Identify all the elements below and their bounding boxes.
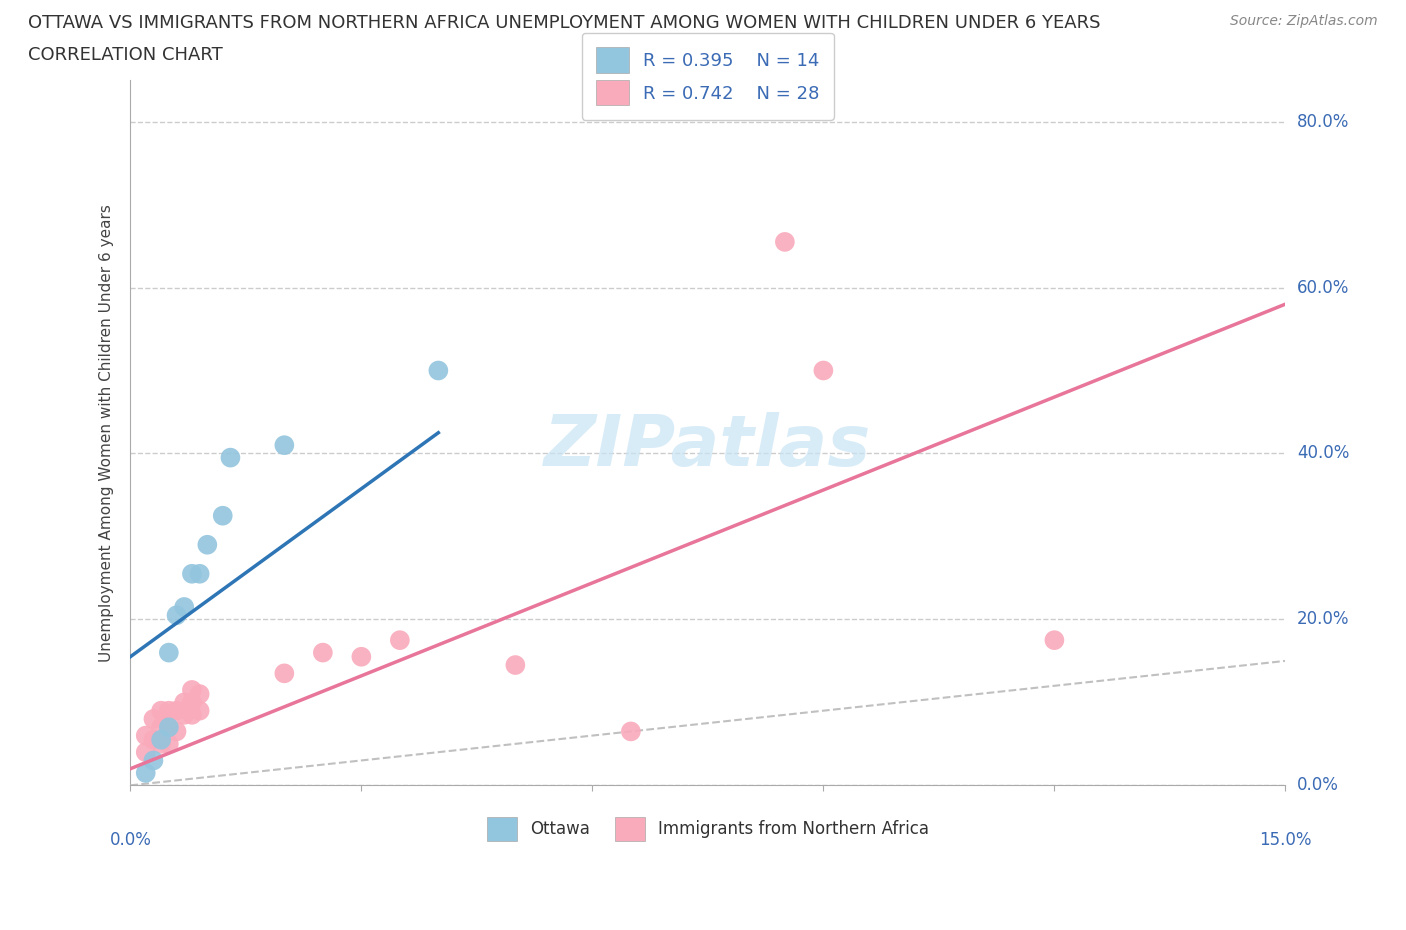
Point [813, 363, 835, 378]
Point [427, 363, 450, 378]
Point [181, 566, 204, 581]
Point [157, 720, 180, 735]
Point [273, 438, 295, 453]
Legend: Ottawa, Immigrants from Northern Africa: Ottawa, Immigrants from Northern Africa [479, 811, 936, 847]
Point [173, 600, 195, 615]
Point [219, 450, 242, 465]
Point [166, 608, 188, 623]
Y-axis label: Unemployment Among Women with Children Under 6 years: Unemployment Among Women with Children U… [100, 204, 114, 661]
Point [773, 234, 796, 249]
Point [350, 649, 373, 664]
Text: CORRELATION CHART: CORRELATION CHART [28, 46, 224, 64]
Point [142, 711, 165, 726]
Point [150, 720, 173, 735]
Point [150, 703, 173, 718]
Point [166, 703, 188, 718]
Point [211, 509, 233, 524]
Text: 0.0%: 0.0% [1296, 777, 1339, 794]
Point [181, 695, 204, 710]
Point [188, 686, 211, 701]
Point [157, 737, 180, 751]
Point [188, 703, 211, 718]
Text: 20.0%: 20.0% [1296, 610, 1350, 629]
Point [312, 645, 335, 660]
Point [173, 708, 195, 723]
Point [135, 765, 157, 780]
Point [188, 566, 211, 581]
Text: 60.0%: 60.0% [1296, 278, 1350, 297]
Point [150, 737, 173, 751]
Point [157, 720, 180, 735]
Point [181, 708, 204, 723]
Point [181, 683, 204, 698]
Text: 15.0%: 15.0% [1260, 831, 1312, 849]
Point [166, 724, 188, 738]
Point [157, 645, 180, 660]
Text: 80.0%: 80.0% [1296, 113, 1350, 130]
Point [173, 695, 195, 710]
Text: OTTAWA VS IMMIGRANTS FROM NORTHERN AFRICA UNEMPLOYMENT AMONG WOMEN WITH CHILDREN: OTTAWA VS IMMIGRANTS FROM NORTHERN AFRIC… [28, 14, 1101, 32]
Point [1043, 632, 1066, 647]
Text: ZIPatlas: ZIPatlas [544, 412, 872, 482]
Point [157, 703, 180, 718]
Point [142, 753, 165, 768]
Text: 0.0%: 0.0% [110, 831, 152, 849]
Point [505, 658, 527, 672]
Point [135, 745, 157, 760]
Text: 40.0%: 40.0% [1296, 445, 1350, 462]
Point [142, 732, 165, 747]
Text: Source: ZipAtlas.com: Source: ZipAtlas.com [1230, 14, 1378, 28]
Point [388, 632, 411, 647]
Point [150, 732, 173, 747]
Point [273, 666, 295, 681]
Point [195, 538, 218, 552]
Point [135, 728, 157, 743]
Point [620, 724, 643, 738]
